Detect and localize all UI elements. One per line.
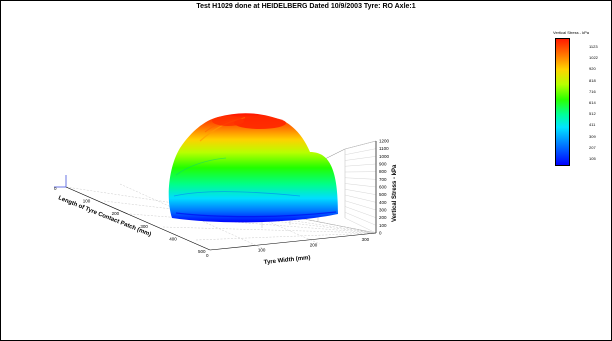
colorbar-title: Vertical Stress - kPa	[553, 30, 589, 35]
y-tick-label: 200	[112, 211, 120, 216]
z-axis-label: Vertical Stress - kPa	[392, 164, 398, 222]
colorbar-tick-label: 1022	[589, 55, 598, 60]
z-gridline	[345, 207, 376, 218]
stress-surface	[169, 113, 338, 222]
y-tick-label: 500	[198, 249, 206, 254]
z-tick-label: 800	[379, 169, 387, 174]
z-tick-label: 1100	[379, 146, 389, 151]
colorbar-tick-label: 716	[589, 89, 596, 94]
z-tick-label: 100	[379, 223, 387, 228]
z-tick-label: 900	[379, 162, 387, 167]
y-axis-label: Length of Tyre Contact Patch (mm)	[57, 195, 152, 238]
z-tick-label: 200	[379, 215, 387, 220]
z-tick-label: 700	[379, 177, 387, 182]
colorbar-tick-label: 207	[589, 145, 596, 150]
z-gridline	[345, 164, 376, 166]
x-axis-ticks: 0 100 200 300	[206, 237, 370, 258]
z-tick-label: 1000	[379, 154, 390, 159]
z-tick-label: 500	[379, 192, 387, 197]
z-gridlines	[345, 141, 376, 233]
z-tick-label: 300	[379, 208, 387, 213]
x-tick-label: 100	[258, 248, 266, 253]
z-gridline	[345, 201, 376, 210]
colorbar-tick-label: 105	[589, 156, 596, 161]
colorbar-tick-label: 614	[589, 100, 596, 105]
x-axis-label: Tyre Width (mm)	[264, 255, 311, 266]
z-gridline	[345, 195, 376, 202]
x-tick-label: 300	[362, 237, 370, 242]
z-gridline	[345, 141, 376, 149]
z-gridline	[345, 178, 376, 180]
z-axis-ticks: 0 100 200 300 400 500 600 700 800 900 1000 1100 1200	[379, 139, 390, 236]
x-tick-label: 200	[310, 242, 318, 247]
z-tick-label: 600	[379, 185, 387, 190]
z-tick-label: 0	[379, 231, 382, 236]
z-tick-label: 400	[379, 200, 387, 205]
z-gridline	[345, 184, 376, 188]
colorbar-tick-label: 512	[589, 111, 596, 116]
colorbar-tick-label: 309	[589, 134, 596, 139]
z-gridline	[345, 212, 376, 225]
colorbar-tick-label: 920	[589, 66, 596, 71]
colorbar	[555, 38, 570, 166]
z-gridline	[345, 149, 376, 155]
y-tick-label: 100	[83, 199, 91, 204]
colorbar-tick-label: 818	[589, 78, 596, 83]
colorbar-tick-label: 1123	[589, 44, 598, 49]
z-tick-label: 1200	[379, 139, 390, 144]
z-gridline	[345, 156, 376, 160]
x-tick-label: 0	[206, 253, 209, 258]
colorbar-tick-label: 411	[589, 122, 595, 127]
z-gridline	[345, 189, 376, 194]
y-tick-label: 400	[169, 236, 177, 241]
